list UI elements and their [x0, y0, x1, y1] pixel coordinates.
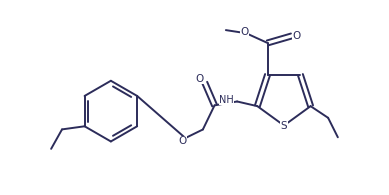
- Text: O: O: [292, 31, 300, 41]
- Text: NH: NH: [219, 95, 234, 105]
- Text: O: O: [178, 136, 186, 146]
- Text: S: S: [280, 121, 287, 130]
- Text: O: O: [195, 74, 203, 84]
- Text: O: O: [240, 27, 248, 37]
